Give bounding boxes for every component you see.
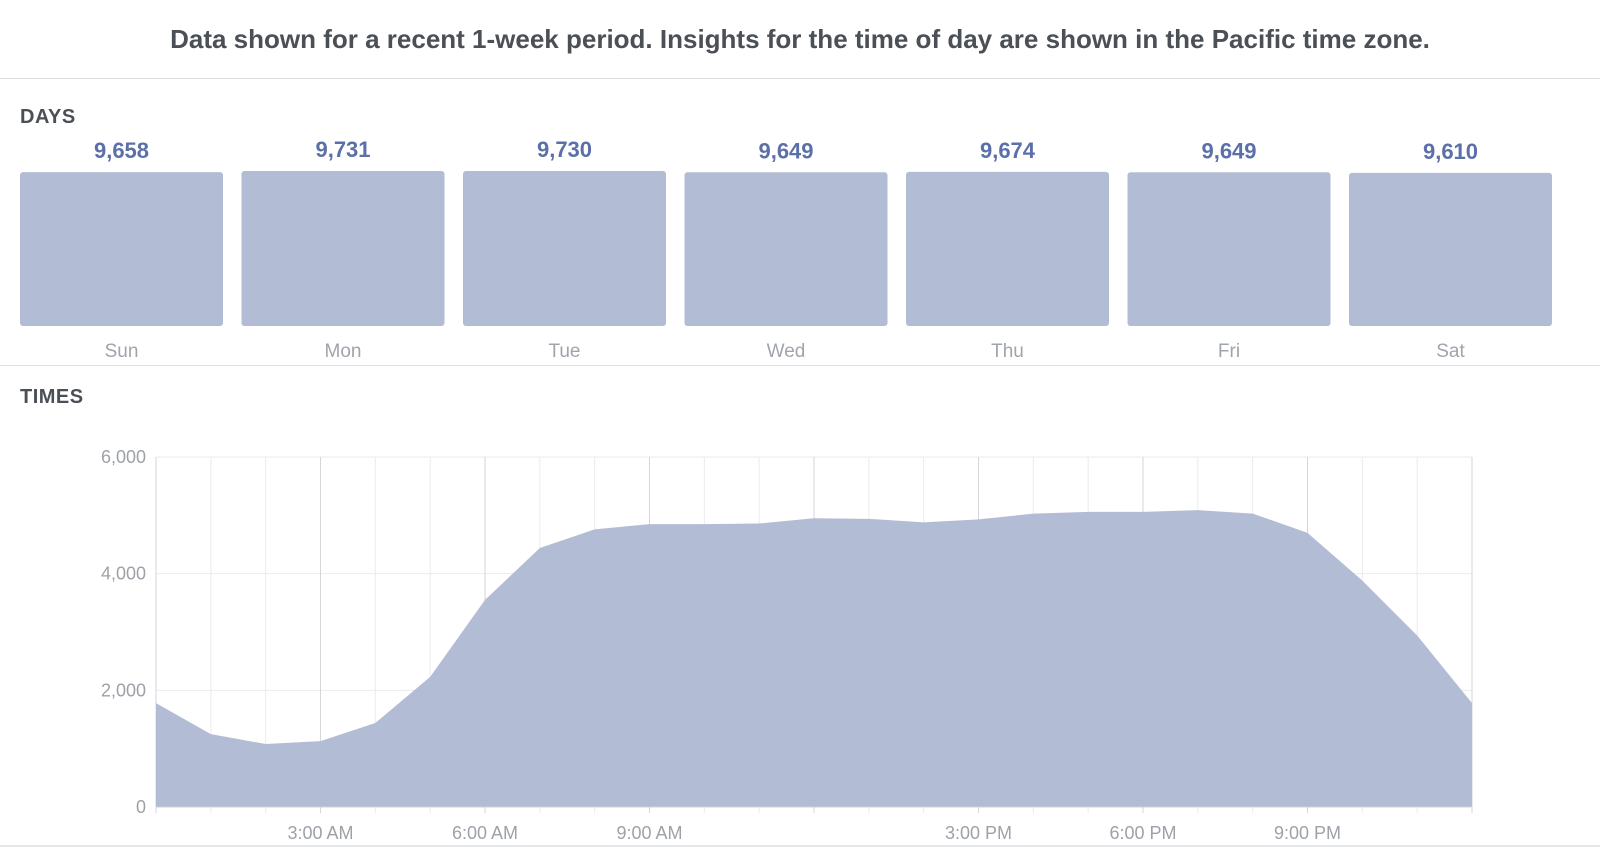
day-value-label: 9,649 — [1201, 138, 1256, 163]
day-category-label: Wed — [767, 341, 806, 362]
day-value-label: 9,731 — [315, 137, 370, 162]
day-bar-fri[interactable] — [1127, 172, 1331, 326]
x-tick-label: 9:00 AM — [616, 823, 682, 843]
x-tick-label: 6:00 PM — [1109, 823, 1176, 843]
y-tick-label: 6,000 — [101, 447, 146, 467]
hourly-activity-area[interactable] — [156, 510, 1472, 807]
y-tick-label: 0 — [136, 797, 146, 817]
day-bar-sat[interactable] — [1349, 172, 1552, 326]
times-section-title: TIMES — [20, 386, 84, 408]
day-category-label: Mon — [325, 341, 362, 362]
days-section-title: DAYS — [20, 106, 76, 128]
day-bar-wed[interactable] — [684, 172, 888, 326]
day-category-label: Sat — [1436, 341, 1465, 362]
day-bar-sun[interactable] — [20, 172, 223, 326]
days-bar-chart: 9,658 Sun 9,731 Mon 9,730 Tue 9,649 Wed 9,674 Thu… — [20, 137, 1552, 362]
times-area-chart: 0 2,000 4,000 6,000 3:00 AM 6:00 AM 9:00 AM 3:0… — [101, 447, 1473, 843]
day-bar-tue[interactable] — [463, 171, 666, 326]
y-tick-label: 4,000 — [101, 564, 146, 584]
day-bar-thu[interactable] — [906, 171, 1109, 326]
day-category-label: Thu — [991, 341, 1024, 362]
time-zone-notice: Data shown for a recent 1-week period. I… — [0, 0, 1600, 79]
x-tick-label: 9:00 PM — [1274, 823, 1341, 843]
day-category-label: Tue — [548, 341, 580, 362]
day-value-label: 9,730 — [537, 137, 592, 162]
day-value-label: 9,674 — [980, 138, 1036, 163]
x-tick-label: 3:00 AM — [287, 823, 353, 843]
day-bar-mon[interactable] — [241, 171, 445, 326]
day-category-label: Fri — [1218, 341, 1240, 362]
x-tick-label: 3:00 PM — [945, 823, 1012, 843]
bottom-divider — [0, 845, 1600, 847]
x-tick-label: 6:00 AM — [452, 823, 518, 843]
day-category-label: Sun — [105, 341, 139, 362]
day-value-label: 9,649 — [758, 138, 813, 163]
day-value-label: 9,610 — [1423, 139, 1478, 164]
section-divider — [0, 365, 1600, 366]
y-tick-label: 2,000 — [101, 680, 146, 700]
day-value-label: 9,658 — [94, 138, 149, 163]
